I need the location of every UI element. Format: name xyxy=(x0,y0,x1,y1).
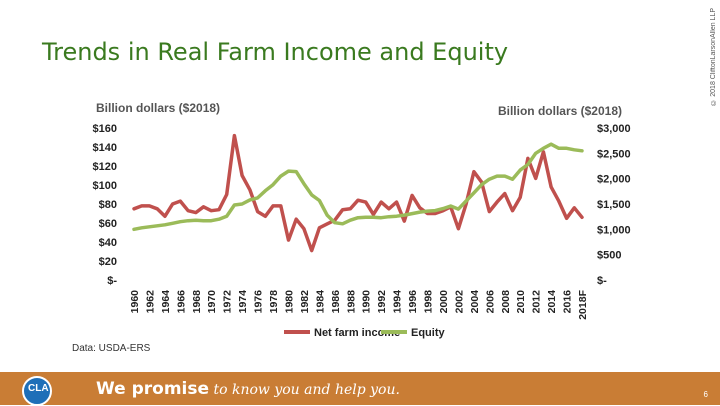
tagline-part-1: We promise xyxy=(96,379,210,399)
legend: Net farm income Equity xyxy=(284,327,445,339)
x-tick-label: 1994 xyxy=(392,290,404,314)
page-title: Trends in Real Farm Income and Equity xyxy=(42,38,509,66)
x-tick-label: 1974 xyxy=(237,290,249,314)
x-tick-label: 1984 xyxy=(314,290,326,314)
tagline-part-4: and xyxy=(299,382,335,398)
tagline-part-5: help you. xyxy=(334,382,400,398)
x-tick-label: 2018F xyxy=(577,289,589,319)
x-tick-label: 2000 xyxy=(438,290,450,314)
x-tick-label: 2004 xyxy=(469,290,481,314)
right-tick-label: $1,500 xyxy=(597,199,631,211)
series-line-equity xyxy=(132,142,584,232)
x-axis-ticks: 1960 1962 1964 1966 1968 1970 1972 1974 1976 1978… xyxy=(129,289,589,319)
x-tick-label: 1988 xyxy=(345,290,357,314)
tagline-part-3: know you xyxy=(231,382,300,398)
right-axis-ticks: $3,000 $2,500 $2,000 $1,500 $1,000 $500 $- xyxy=(597,123,631,287)
chart: Billion dollars ($2018) Billion dollars … xyxy=(72,101,631,354)
x-tick-label: 1976 xyxy=(253,290,265,314)
x-tick-label: 2010 xyxy=(515,290,527,314)
x-tick-label: 2006 xyxy=(484,290,496,314)
left-tick-label: $40 xyxy=(99,237,117,249)
left-tick-label: $160 xyxy=(93,123,117,135)
series-line-net-farm-income xyxy=(132,133,584,253)
x-tick-label: 1998 xyxy=(423,290,435,314)
x-tick-label: 1960 xyxy=(129,290,141,314)
x-tick-label: 1996 xyxy=(407,290,419,314)
x-tick-label: 1964 xyxy=(160,290,172,314)
x-tick-label: 2008 xyxy=(500,290,512,314)
logo-text: CLA xyxy=(28,383,49,394)
x-tick-label: 1982 xyxy=(299,290,311,314)
legend-label-net-farm-income: Net farm income xyxy=(314,327,400,339)
left-tick-label: $120 xyxy=(93,161,117,173)
x-tick-label: 1966 xyxy=(175,290,187,314)
x-tick-label: 1962 xyxy=(144,290,156,314)
tagline-part-2: to xyxy=(209,382,232,398)
x-tick-label: 1980 xyxy=(283,290,295,314)
footer-bar xyxy=(0,372,720,405)
left-tick-label: $80 xyxy=(99,199,117,211)
left-tick-label: $140 xyxy=(93,142,117,154)
series-lines xyxy=(132,133,584,253)
right-tick-label: $2,500 xyxy=(597,148,631,160)
right-tick-label: $- xyxy=(597,275,607,287)
legend-label-equity: Equity xyxy=(411,327,445,339)
x-tick-label: 1970 xyxy=(206,290,218,314)
left-axis-title: Billion dollars ($2018) xyxy=(96,101,220,115)
left-axis-ticks: $160 $140 $120 $100 $80 $60 $40 $20 $- xyxy=(93,123,118,287)
x-tick-label: 1968 xyxy=(191,290,203,314)
right-tick-label: $2,000 xyxy=(597,174,631,186)
x-tick-label: 2016 xyxy=(562,290,574,314)
data-source: Data: USDA-ERS xyxy=(72,343,151,354)
right-axis-title: Billion dollars ($2018) xyxy=(498,104,622,118)
right-tick-label: $500 xyxy=(597,250,621,262)
left-tick-label: $20 xyxy=(99,256,117,268)
x-tick-label: 1972 xyxy=(222,290,234,314)
footer-tagline: We promise to know you and help you. xyxy=(96,379,400,399)
x-tick-label: 1992 xyxy=(376,290,388,314)
left-tick-label: $100 xyxy=(93,180,117,192)
right-tick-label: $3,000 xyxy=(597,123,631,135)
x-tick-label: 2012 xyxy=(531,290,543,314)
left-tick-label: $- xyxy=(107,275,117,287)
x-tick-label: 1990 xyxy=(361,290,373,314)
x-tick-label: 2002 xyxy=(453,290,465,314)
x-tick-label: 1978 xyxy=(268,290,280,314)
x-tick-label: 2014 xyxy=(546,290,558,314)
right-tick-label: $1,000 xyxy=(597,224,631,236)
left-tick-label: $60 xyxy=(99,218,117,230)
page-number: 6 xyxy=(703,390,708,399)
x-tick-label: 1986 xyxy=(330,290,342,314)
